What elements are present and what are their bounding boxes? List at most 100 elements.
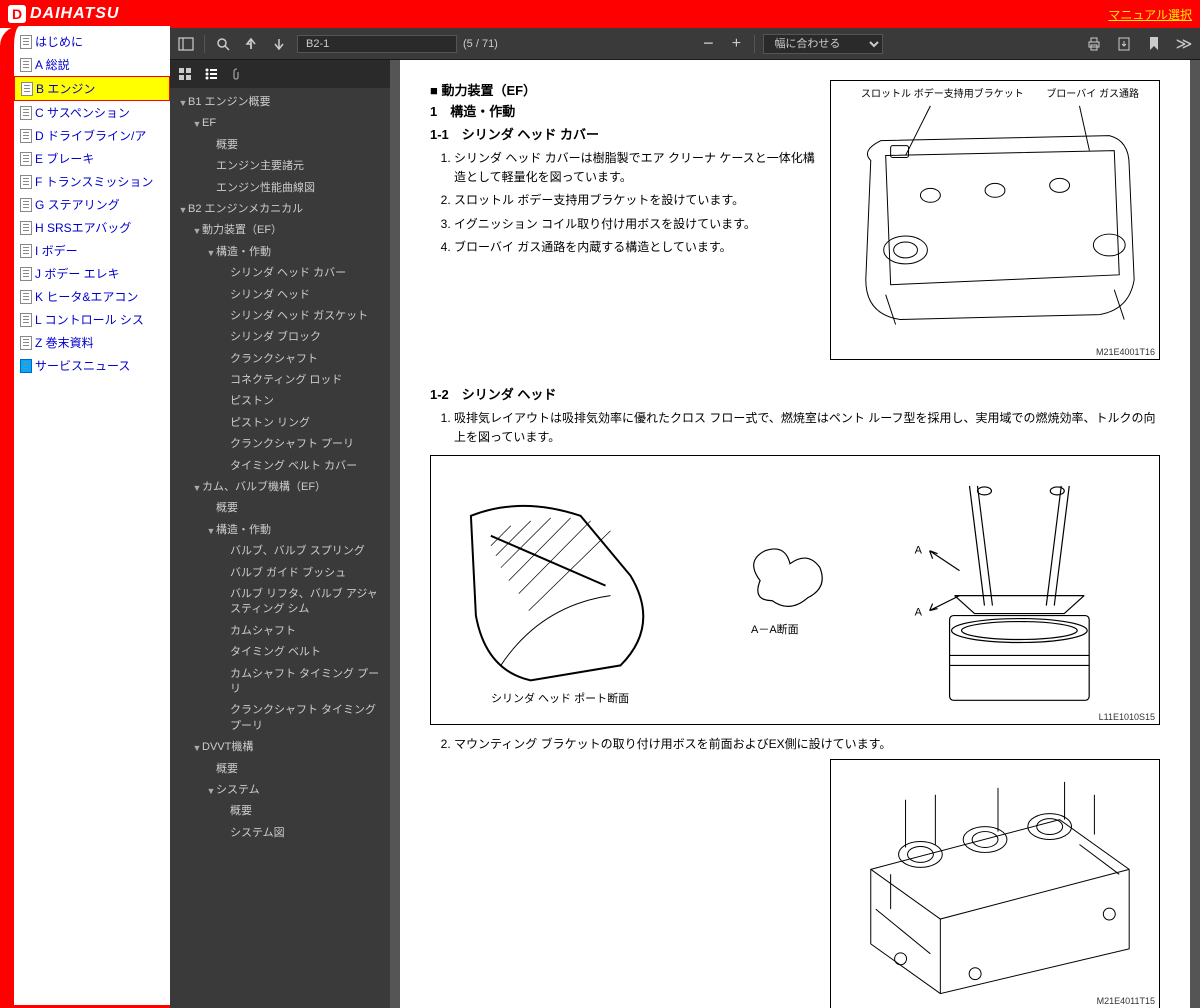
nav-item-label: F トランスミッション bbox=[35, 173, 153, 190]
pdf-viewer: (5 / 71) − + 幅に合わせる ≫ bbox=[170, 28, 1200, 1008]
outline-item-label: バルブ リフタ、バルブ アジャスティング シム bbox=[230, 587, 386, 618]
nav-item[interactable]: I ボデー bbox=[14, 239, 170, 262]
outline-item[interactable]: ▼B2 エンジンメカニカル bbox=[170, 199, 390, 220]
outline-toggle-icon[interactable]: ▼ bbox=[192, 118, 202, 131]
page-count: (5 / 71) bbox=[463, 38, 498, 50]
outline-item[interactable]: バルブ ガイド ブッシュ bbox=[170, 563, 390, 584]
pdf-body: ▼B1 エンジン概要▼EF概要エンジン主要諸元エンジン性能曲線図▼B2 エンジン… bbox=[170, 60, 1200, 1008]
outline-item[interactable]: ▼カム、バルブ機構（EF） bbox=[170, 477, 390, 498]
list-1-1: シリンダ ヘッド カバーは樹脂製でエア クリーナ ケースと一体化構造として軽量化… bbox=[430, 149, 818, 257]
nav-item[interactable]: G ステアリング bbox=[14, 193, 170, 216]
outline-item[interactable]: 概要 bbox=[170, 759, 390, 780]
outline-item-label: エンジン性能曲線図 bbox=[216, 181, 386, 196]
outline-toggle-icon[interactable]: ▼ bbox=[206, 785, 216, 798]
outline-item-label: バルブ、バルブ スプリング bbox=[230, 544, 386, 559]
toolbar-separator bbox=[204, 35, 205, 53]
outline-item[interactable]: カムシャフト タイミング プーリ bbox=[170, 664, 390, 701]
outline-item[interactable]: 概要 bbox=[170, 801, 390, 822]
nav-item[interactable]: Z 巻末資料 bbox=[14, 331, 170, 354]
nav-item[interactable]: はじめに bbox=[14, 30, 170, 53]
document-icon bbox=[21, 82, 33, 96]
outline-item-label: カムシャフト bbox=[230, 624, 386, 639]
page-input[interactable] bbox=[297, 35, 457, 53]
outline-item[interactable]: クランクシャフト プーリ bbox=[170, 434, 390, 455]
nav-item[interactable]: H SRSエアバッグ bbox=[14, 216, 170, 239]
outline-toggle-icon[interactable]: ▼ bbox=[192, 742, 202, 755]
outline-item[interactable]: エンジン主要諸元 bbox=[170, 156, 390, 177]
outline-item[interactable]: システム図 bbox=[170, 823, 390, 844]
outline-toggle-icon[interactable]: ▼ bbox=[178, 97, 188, 110]
outline-item[interactable]: ▼DVVT機構 bbox=[170, 737, 390, 758]
nav-item[interactable]: C サスペンション bbox=[14, 101, 170, 124]
svg-text:A: A bbox=[915, 607, 923, 619]
nav-item-label: サービスニュース bbox=[35, 357, 130, 374]
outline-toggle-icon[interactable]: ▼ bbox=[192, 482, 202, 495]
outline-item[interactable]: エンジン性能曲線図 bbox=[170, 178, 390, 199]
outline-toggle-icon[interactable]: ▼ bbox=[178, 204, 188, 217]
figure-3-code: M21E4011T15 bbox=[1097, 996, 1155, 1006]
nav-item[interactable]: K ヒータ&エアコン bbox=[14, 285, 170, 308]
document-icon bbox=[20, 313, 32, 327]
daihatsu-logo-icon: D bbox=[8, 5, 26, 23]
outline-item[interactable]: シリンダ ヘッド bbox=[170, 285, 390, 306]
outline-item-label: B1 エンジン概要 bbox=[188, 95, 386, 110]
outline-item[interactable]: ▼EF bbox=[170, 113, 390, 134]
nav-item[interactable]: B エンジン bbox=[14, 76, 170, 101]
download-button[interactable] bbox=[1114, 34, 1134, 54]
next-page-button[interactable] bbox=[269, 34, 289, 54]
search-button[interactable] bbox=[213, 34, 233, 54]
outline-item[interactable]: ▼構造・作動 bbox=[170, 520, 390, 541]
thumbnails-tab[interactable] bbox=[176, 65, 194, 83]
chapter-nav: はじめにA 総説B エンジンC サスペンション D ドライブライン/ア E ブレーキ… bbox=[0, 26, 170, 1008]
outline-tab[interactable] bbox=[202, 65, 220, 83]
outline-item[interactable]: クランクシャフト タイミング プーリ bbox=[170, 700, 390, 737]
attachments-tab[interactable] bbox=[228, 65, 246, 83]
outline-item[interactable]: 概要 bbox=[170, 498, 390, 519]
outline-item[interactable]: クランクシャフト bbox=[170, 349, 390, 370]
outline-item[interactable]: ピストン bbox=[170, 391, 390, 412]
outline-item[interactable]: バルブ リフタ、バルブ アジャスティング シム bbox=[170, 584, 390, 621]
outline-item[interactable]: ▼構造・作動 bbox=[170, 242, 390, 263]
outline-item[interactable]: シリンダ ヘッド ガスケット bbox=[170, 306, 390, 327]
print-button[interactable] bbox=[1084, 34, 1104, 54]
outline-toggle-icon[interactable]: ▼ bbox=[192, 225, 202, 238]
nav-item[interactable]: サービスニュース bbox=[14, 354, 170, 377]
zoom-in-button[interactable]: + bbox=[726, 34, 746, 54]
zoom-out-button[interactable]: − bbox=[698, 34, 718, 54]
nav-item[interactable]: J ボデー エレキ bbox=[14, 262, 170, 285]
outline-item[interactable]: ピストン リング bbox=[170, 413, 390, 434]
heading-1-1: 1-1 シリンダ ヘッド カバー bbox=[430, 124, 818, 143]
sidebar-toggle-button[interactable] bbox=[176, 34, 196, 54]
bookmark-button[interactable] bbox=[1144, 34, 1164, 54]
outline-item[interactable]: コネクティング ロッド bbox=[170, 370, 390, 391]
outline-item[interactable]: シリンダ ブロック bbox=[170, 327, 390, 348]
nav-item[interactable]: F トランスミッション bbox=[14, 170, 170, 193]
outline-item[interactable]: ▼動力装置（EF） bbox=[170, 220, 390, 241]
brand-name: DAIHATSU bbox=[30, 5, 119, 23]
nav-item[interactable]: E ブレーキ bbox=[14, 147, 170, 170]
outline-item[interactable]: カムシャフト bbox=[170, 621, 390, 642]
nav-item[interactable]: L コントロール シス bbox=[14, 308, 170, 331]
outline-item[interactable]: シリンダ ヘッド カバー bbox=[170, 263, 390, 284]
zoom-select[interactable]: 幅に合わせる bbox=[763, 34, 883, 54]
nav-item-label: K ヒータ&エアコン bbox=[35, 288, 138, 305]
outline-item[interactable]: ▼システム bbox=[170, 780, 390, 801]
document-icon bbox=[20, 336, 32, 350]
nav-item[interactable]: A 総説 bbox=[14, 53, 170, 76]
outline-item[interactable]: ▼B1 エンジン概要 bbox=[170, 92, 390, 113]
tools-button[interactable]: ≫ bbox=[1174, 34, 1194, 54]
outline-item-label: EF bbox=[202, 116, 386, 131]
outline-toggle-icon[interactable]: ▼ bbox=[206, 525, 216, 538]
nav-item[interactable]: D ドライブライン/ア bbox=[14, 124, 170, 147]
outline-item[interactable]: バルブ、バルブ スプリング bbox=[170, 541, 390, 562]
prev-page-button[interactable] bbox=[241, 34, 261, 54]
outline-toggle-icon[interactable]: ▼ bbox=[206, 247, 216, 260]
document-icon bbox=[20, 175, 32, 189]
pdf-toolbar: (5 / 71) − + 幅に合わせる ≫ bbox=[170, 28, 1200, 60]
document-viewport[interactable]: ■ 動力装置（EF） 1 構造・作動 1-1 シリンダ ヘッド カバー シリンダ… bbox=[390, 60, 1200, 1008]
manual-select-link[interactable]: マニュアル選択 bbox=[1108, 6, 1192, 23]
outline-item[interactable]: タイミング ベルト bbox=[170, 642, 390, 663]
outline-item[interactable]: タイミング ベルト カバー bbox=[170, 456, 390, 477]
outline-item[interactable]: 概要 bbox=[170, 135, 390, 156]
nav-item-label: D ドライブライン/ア bbox=[35, 127, 146, 144]
